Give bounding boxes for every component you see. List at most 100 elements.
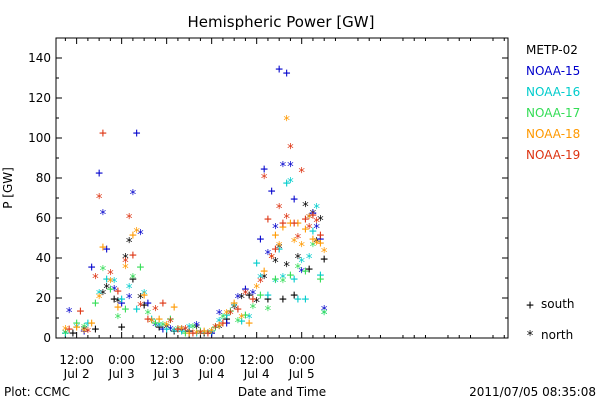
data-point: * [320, 308, 328, 323]
data-point: + [99, 240, 107, 255]
data-point: * [268, 252, 276, 267]
data-point: + [290, 192, 298, 207]
legend-entry: METP-02 [526, 43, 578, 57]
data-point: * [279, 276, 287, 291]
data-point: + [253, 256, 261, 271]
data-point: + [118, 320, 126, 335]
data-point: * [275, 242, 283, 257]
legend-entry: NOAA-15 [526, 64, 580, 78]
data-point: + [193, 326, 201, 341]
data-point: + [302, 292, 310, 307]
data-point: * [287, 176, 295, 191]
data-point: + [317, 228, 325, 243]
data-point: * [84, 326, 92, 341]
data-point: * [144, 308, 152, 323]
data-point: * [95, 192, 103, 207]
data-point: + [275, 62, 283, 77]
data-point: + [223, 312, 231, 327]
data-point: * [238, 292, 246, 307]
data-point: + [219, 316, 227, 331]
data-point: * [80, 322, 88, 337]
data-point: * [178, 324, 186, 339]
data-point: + [155, 312, 163, 327]
x-axis-label: Date and Time [238, 385, 326, 399]
data-point: * [121, 256, 129, 271]
data-point: * [61, 328, 69, 343]
data-point: * [294, 262, 302, 277]
data-point: * [148, 316, 156, 331]
data-point: * [215, 322, 223, 337]
data-point: + [174, 322, 182, 337]
data-point: + [91, 322, 99, 337]
data-point: * [114, 312, 122, 327]
data-point: + [88, 316, 96, 331]
y-tick-label: 0 [43, 331, 51, 345]
data-point: * [80, 326, 88, 341]
data-point: + [103, 242, 111, 257]
data-point: * [260, 172, 268, 187]
data-point: * [166, 316, 174, 331]
data-point: + [283, 176, 291, 191]
data-point: + [178, 324, 186, 339]
legend-entry: NOAA-18 [526, 127, 580, 141]
data-point: + [309, 206, 317, 221]
data-point: * [125, 236, 133, 251]
data-point: + [144, 312, 152, 327]
data-point: + [264, 292, 272, 307]
data-point: * [234, 316, 242, 331]
data-point: + [245, 316, 253, 331]
marker-symbol: + [526, 298, 534, 313]
data-point: * [298, 166, 306, 181]
data-point: * [136, 228, 144, 243]
data-point: + [283, 66, 291, 81]
data-point: * [215, 308, 223, 323]
data-point: + [234, 302, 242, 317]
data-point: + [287, 268, 295, 283]
data-point: + [200, 324, 208, 339]
data-point: + [317, 268, 325, 283]
data-point: + [73, 316, 81, 331]
x-tick-label-date: Jul 3 [108, 367, 135, 381]
data-point: * [61, 328, 69, 343]
y-axis-label: P [GW] [1, 167, 15, 209]
data-point: + [223, 316, 231, 331]
series-noaa-15: *+++*+*+ **+*+* + * + * +*+*+ *++*+*+*+*+**+*+* [65, 62, 328, 341]
data-points: * + * +**+*+**+*+* + * + * + * + * *+** +**+**+*+**+*… [61, 62, 328, 343]
data-point: + [133, 302, 141, 317]
data-point: * [294, 232, 302, 247]
x-tick-label-time: 0:00 [288, 353, 315, 367]
x-tick-label-date: Jul 2 [63, 367, 90, 381]
data-point: + [212, 320, 220, 335]
data-point: + [227, 304, 235, 319]
data-point: + [260, 162, 268, 177]
data-point: + [140, 298, 148, 313]
data-point: * [163, 322, 171, 337]
data-point: + [242, 308, 250, 323]
data-point: + [264, 288, 272, 303]
data-point: * [197, 328, 205, 343]
data-point: * [238, 312, 246, 327]
data-point: + [287, 216, 295, 231]
data-point: * [212, 322, 220, 337]
data-point: * [65, 306, 73, 321]
x-tick-label-date: Jul 3 [153, 367, 180, 381]
data-point: * [121, 252, 129, 267]
data-point: + [302, 222, 310, 237]
data-point: * [275, 202, 283, 217]
data-point: * [283, 212, 291, 227]
data-point: * [125, 292, 133, 307]
data-point: * [245, 312, 253, 327]
data-point: * [287, 160, 295, 175]
data-point: + [114, 300, 122, 315]
data-point: * [174, 324, 182, 339]
data-point: + [189, 326, 197, 341]
plot-timestamp: 2011/07/05 08:35:08 [469, 385, 596, 399]
plot-frame [55, 37, 509, 339]
data-point: + [290, 216, 298, 231]
data-point: * [272, 276, 280, 291]
data-point: * [114, 296, 122, 311]
data-point: * [305, 222, 313, 237]
data-point: * [185, 322, 193, 337]
y-tick-label: 80 [36, 171, 51, 185]
